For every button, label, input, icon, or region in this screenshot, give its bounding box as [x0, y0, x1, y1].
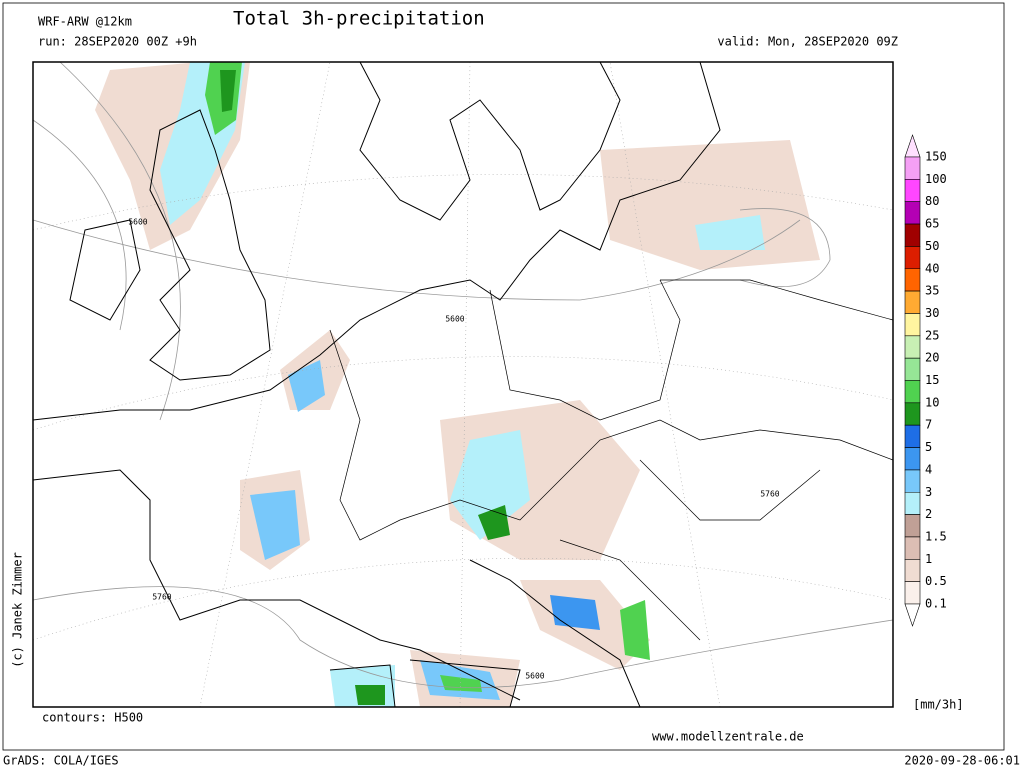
- legend-label: 4: [925, 462, 932, 476]
- legend-swatch: [904, 357, 921, 381]
- legend-label: 30: [925, 306, 939, 320]
- legend-label: 50: [925, 239, 939, 253]
- legend-swatch: [904, 290, 921, 314]
- map: 5600 5600 5760 5760 5600: [32, 61, 894, 708]
- legend-swatch: [904, 581, 921, 605]
- legend-label: 10: [925, 395, 939, 409]
- legend-label: 20: [925, 351, 939, 365]
- legend-swatch: [904, 514, 921, 538]
- legend-swatch: [904, 156, 921, 180]
- software: GrADS: COLA/IGES: [3, 754, 119, 768]
- source-url: www.modellzentrale.de: [652, 730, 804, 744]
- legend-swatch: [904, 335, 921, 359]
- legend-label: 150: [925, 150, 947, 164]
- legend-label: 3: [925, 485, 932, 499]
- legend-swatch: [904, 559, 921, 582]
- legend-label: 100: [925, 172, 947, 186]
- legend-unit: [mm/3h]: [913, 698, 964, 712]
- frame: [2, 2, 1005, 751]
- legend-swatch: [904, 223, 921, 247]
- legend-label: 1: [925, 552, 932, 566]
- contour-label: 5600: [445, 315, 464, 324]
- legend-label: 25: [925, 328, 939, 342]
- legend-label: 0.5: [925, 574, 947, 588]
- contours-note: contours: H500: [42, 711, 143, 725]
- legend-swatch: [904, 424, 921, 448]
- legend-label: 2: [925, 507, 932, 521]
- map-title: Total 3h-precipitation: [233, 8, 485, 30]
- legend-swatch: [904, 179, 921, 202]
- legend-swatch: [904, 313, 921, 337]
- precipitation: [95, 62, 820, 707]
- credit: (c) Janek Zimmer: [11, 552, 25, 668]
- graticule: [32, 61, 894, 708]
- legend-label: 7: [925, 418, 932, 432]
- model-name: WRF-ARW @12km: [38, 15, 132, 29]
- borders: [329, 279, 894, 641]
- legend-label: 35: [925, 284, 939, 298]
- legend-swatch: [904, 536, 921, 560]
- coastlines: [32, 61, 721, 708]
- legend-swatch: [904, 469, 921, 493]
- legend-label: 65: [925, 217, 939, 231]
- valid-info: valid: Mon, 28SEP2020 09Z: [717, 35, 898, 49]
- legend-swatch: [904, 402, 921, 426]
- legend-label: 80: [925, 194, 939, 208]
- timestamp: 2020-09-28-06:01: [904, 754, 1020, 768]
- map-frame: [32, 61, 894, 708]
- legend-swatch: [904, 246, 921, 270]
- run-info: run: 28SEP2020 00Z +9h: [38, 35, 197, 49]
- legend-swatch: [904, 134, 921, 158]
- legend-label: 15: [925, 373, 939, 387]
- legend-label: 40: [925, 261, 939, 275]
- contour-label: 5760: [760, 490, 779, 499]
- legend-swatch: [904, 491, 921, 515]
- contour-label: 5600: [525, 672, 544, 681]
- legend-label: 1.5: [925, 529, 947, 543]
- legend-swatch: [904, 268, 921, 292]
- legend-swatch: [904, 447, 921, 471]
- contour-label: 5760: [152, 593, 171, 602]
- legend-swatch: [904, 603, 921, 627]
- legend-swatch: [904, 201, 921, 225]
- legend-label: 5: [925, 440, 932, 454]
- legend-swatch: [904, 380, 921, 404]
- legend-label: 0.1: [925, 597, 947, 611]
- legend: 150 100 80 65 50 40 35 30 25 20 15 10 7 5 4 3 2 1.5 1 0.5 0.…: [904, 134, 947, 627]
- contour-label: 5600: [128, 218, 147, 227]
